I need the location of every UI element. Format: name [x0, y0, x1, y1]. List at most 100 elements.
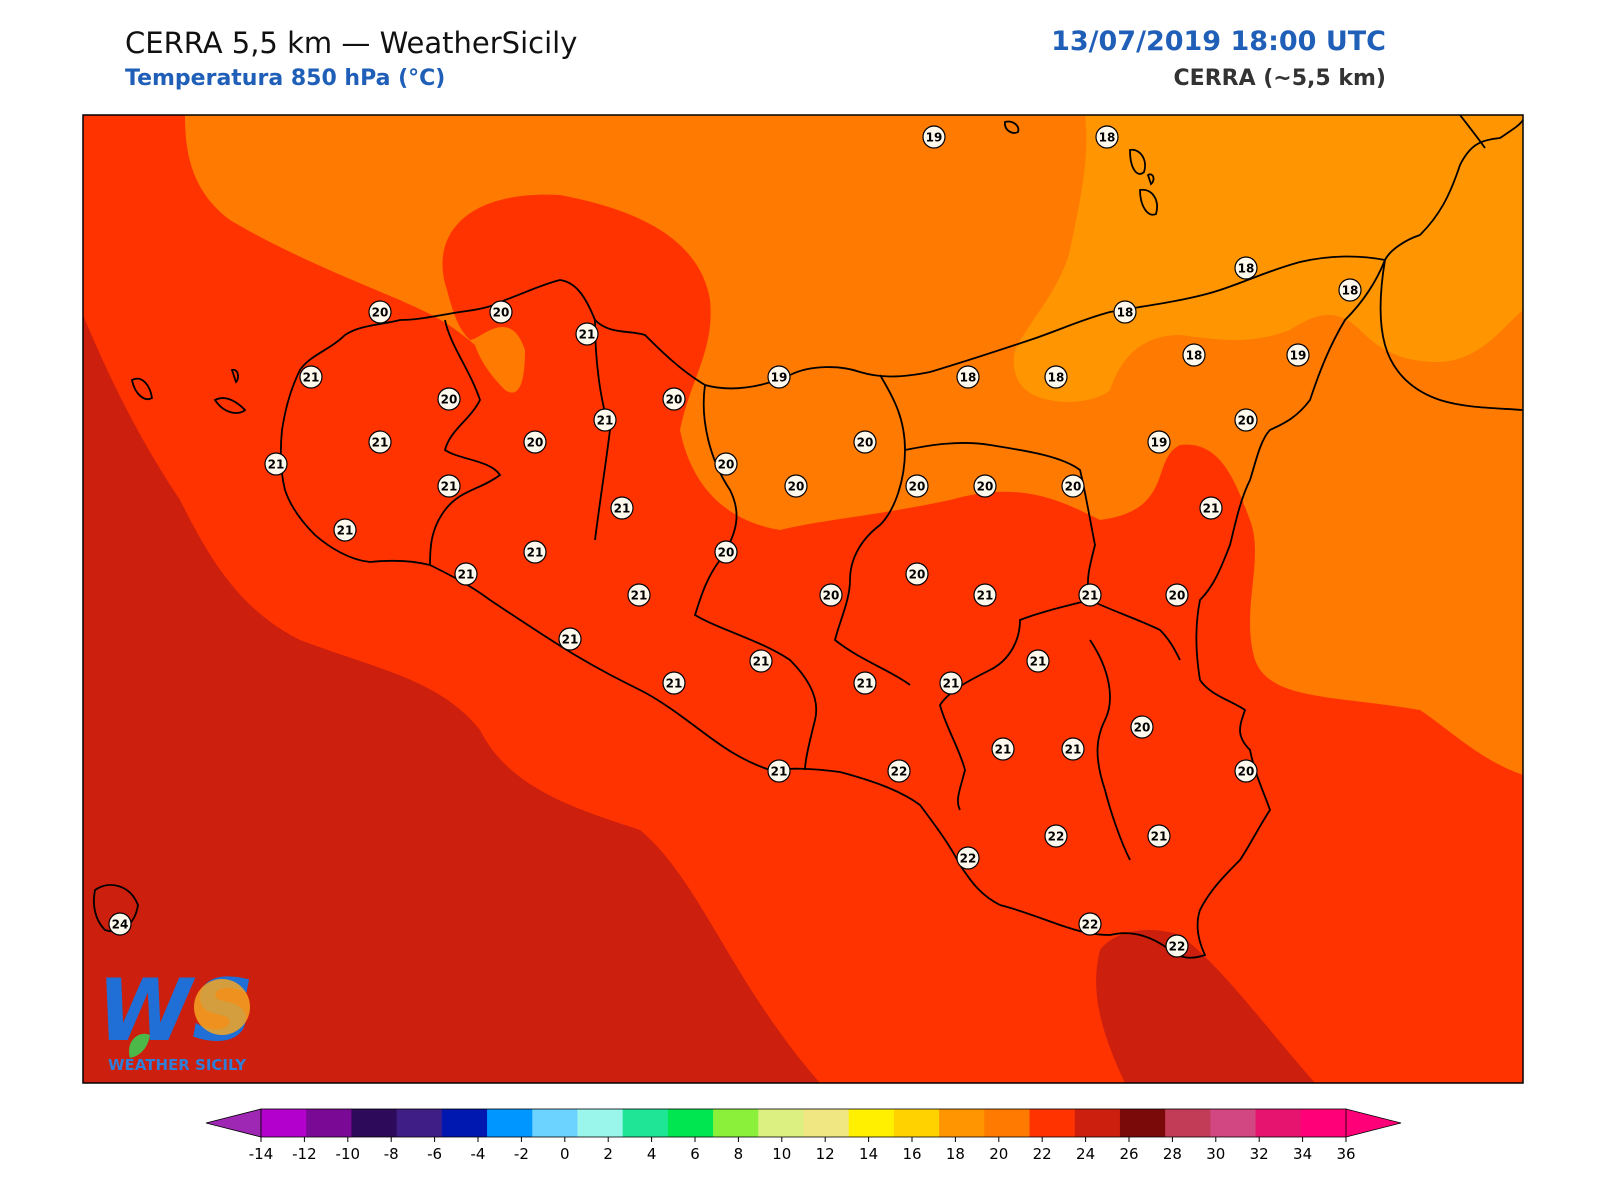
- colorbar-swatch: [1255, 1109, 1302, 1137]
- colorbar-tick-label: 22: [1033, 1145, 1052, 1163]
- band-22-24-south: [1096, 930, 1315, 1083]
- station-label-value: 21: [268, 458, 285, 472]
- colorbar-swatch: [1074, 1109, 1121, 1137]
- station-label-value: 20: [823, 589, 840, 603]
- station-label-value: 21: [977, 589, 994, 603]
- band-16-18: [1013, 115, 1523, 402]
- station-label-circle: [1147, 824, 1171, 848]
- island-alicudi: [1004, 120, 1020, 134]
- colorbar-tick-label: 30: [1206, 1145, 1225, 1163]
- station-label-circle: [1165, 583, 1189, 607]
- station-label: 21: [1147, 824, 1171, 848]
- station-label-value: 20: [527, 436, 544, 450]
- station-label: 21: [662, 671, 686, 695]
- station-label-value: 21: [562, 633, 579, 647]
- colorbar-border: [260, 1108, 1347, 1138]
- colorbar-tick-label: 32: [1250, 1145, 1269, 1163]
- colorbar-tick-label: 8: [734, 1145, 744, 1163]
- station-label-value: 20: [441, 393, 458, 407]
- station-label-circle: [1044, 824, 1068, 848]
- station-label-circle: [1078, 912, 1102, 936]
- station-label-circle: [523, 540, 547, 564]
- station-label: 21: [1026, 649, 1050, 673]
- colorbar-tick-label: 20: [989, 1145, 1008, 1163]
- logo-text: WEATHER SICILY: [108, 1056, 247, 1074]
- station-label: 22: [956, 846, 980, 870]
- station-label-circle: [749, 649, 773, 673]
- station-label: 18: [1182, 343, 1206, 367]
- station-label: 20: [714, 540, 738, 564]
- station-label-circle: [662, 671, 686, 695]
- station-label-value: 19: [926, 131, 943, 145]
- sicily-coastline: [279, 255, 1387, 959]
- leaf-icon: [129, 1033, 150, 1058]
- station-label-value: 20: [372, 306, 389, 320]
- station-label: 19: [1286, 343, 1310, 367]
- station-label-circle: [454, 562, 478, 586]
- station-label-circle: [627, 583, 651, 607]
- station-label-circle: [523, 430, 547, 454]
- station-label-value: 21: [458, 568, 475, 582]
- colorbar-tick-label: -14: [249, 1145, 274, 1163]
- colorbar-tick-label: -12: [292, 1145, 317, 1163]
- station-label-circle: [610, 496, 634, 520]
- station-label-value: 18: [1099, 131, 1116, 145]
- station-label-value: 20: [1134, 721, 1151, 735]
- station-label-circle: [1286, 343, 1310, 367]
- station-label-value: 20: [788, 480, 805, 494]
- station-label: 20: [368, 300, 392, 324]
- station-label: 21: [991, 737, 1015, 761]
- station-label-value: 21: [1203, 502, 1220, 516]
- station-label-value: 21: [614, 502, 631, 516]
- station-label-circle: [922, 125, 946, 149]
- station-label-circle: [1026, 649, 1050, 673]
- station-label: 21: [1078, 583, 1102, 607]
- station-label: 18: [1113, 300, 1137, 324]
- station-label-value: 20: [1238, 765, 1255, 779]
- station-label: 21: [939, 671, 963, 695]
- station-label-value: 22: [1082, 918, 1099, 932]
- station-label: 20: [1165, 583, 1189, 607]
- station-label: 21: [593, 408, 617, 432]
- station-label: 20: [1234, 759, 1258, 783]
- colorbar-swatch: [984, 1109, 1031, 1137]
- station-label-circle: [662, 387, 686, 411]
- station-label-circle: [956, 846, 980, 870]
- station-label-value: 21: [303, 371, 320, 385]
- station-label-value: 20: [1238, 414, 1255, 428]
- colorbar-tick-label: -2: [514, 1145, 529, 1163]
- station-label-value: 21: [666, 677, 683, 691]
- colorbar-swatch: [532, 1109, 578, 1137]
- station-label-value: 21: [857, 677, 874, 691]
- valid-time: 13/07/2019 18:00 UTC: [1051, 26, 1386, 57]
- station-label-circle: [437, 387, 461, 411]
- colorbar-tick-label: 2: [603, 1145, 613, 1163]
- station-label-circle: [714, 452, 738, 476]
- colorbar-tick-label: -4: [471, 1145, 486, 1163]
- station-label-circle: [558, 627, 582, 651]
- station-label-circle: [593, 408, 617, 432]
- station-label-circle: [853, 430, 877, 454]
- station-label: 20: [662, 387, 686, 411]
- station-label-value: 20: [977, 480, 994, 494]
- station-label-circle: [108, 912, 132, 936]
- colorbar-tick-label: 36: [1336, 1145, 1355, 1163]
- station-label: 20: [523, 430, 547, 454]
- station-label-value: 24: [112, 918, 129, 932]
- colorbar-tick-label: 28: [1163, 1145, 1182, 1163]
- station-label: 20: [905, 474, 929, 498]
- station-label-circle: [1113, 300, 1137, 324]
- station-label-circle: [1078, 583, 1102, 607]
- station-label-value: 18: [1342, 284, 1359, 298]
- station-label-value: 18: [1048, 371, 1065, 385]
- station-label-circle: [714, 540, 738, 564]
- station-label-circle: [368, 430, 392, 454]
- station-label-value: 21: [372, 436, 389, 450]
- station-label-value: 21: [441, 480, 458, 494]
- station-label-value: 21: [1065, 743, 1082, 757]
- station-label-circle: [575, 322, 599, 346]
- calabria-north-coast: [1459, 115, 1486, 149]
- station-label-circle: [956, 365, 980, 389]
- colorbar-legend: -14 -12 -10 -8 -6 -4 -2 0 2 4 6 8 10 12 14 16 18 20 22 24 26…: [205, 1108, 1402, 1163]
- station-label: 21: [264, 452, 288, 476]
